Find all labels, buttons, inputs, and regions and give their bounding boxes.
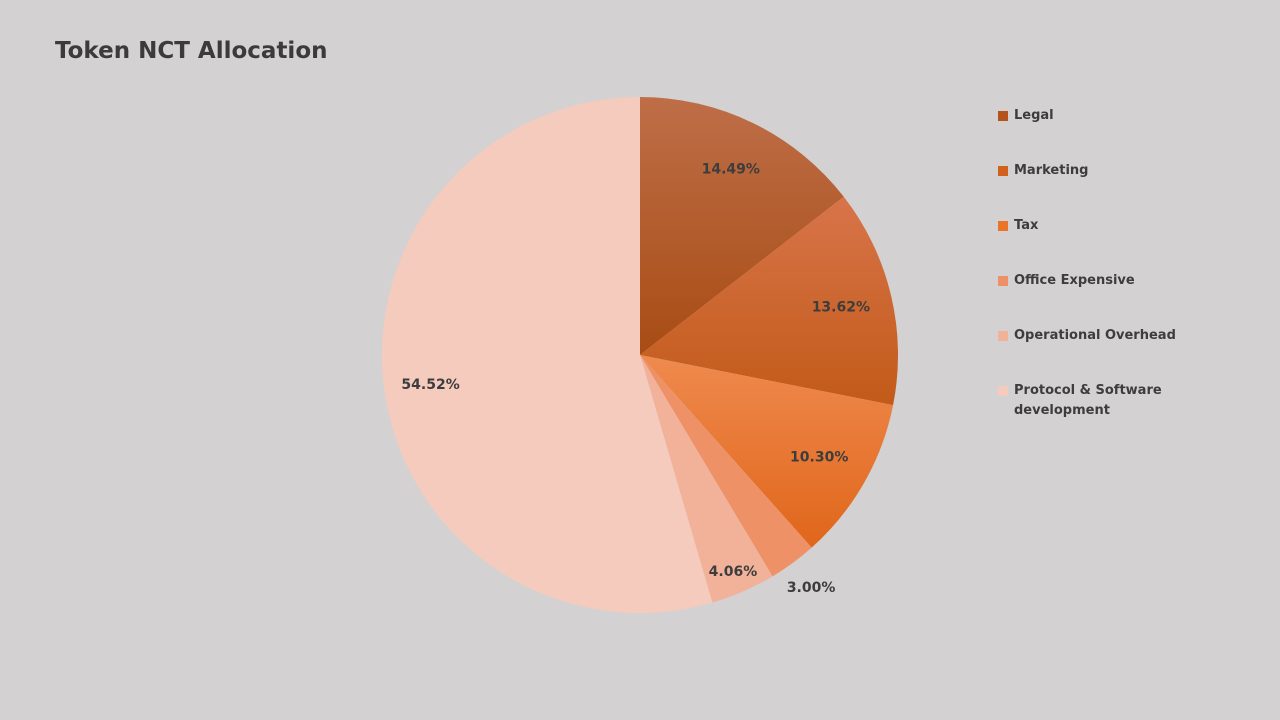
legend: Legal Marketing Tax Office Expensive Ope… — [998, 106, 1228, 436]
legend-swatch — [998, 111, 1008, 121]
legend-item-legal: Legal — [998, 106, 1228, 161]
legend-label: Protocol & Software development — [1014, 383, 1162, 418]
legend-label: Office Expensive — [1014, 273, 1135, 288]
pie-slice-office-expensive — [640, 355, 812, 577]
legend-item-protocol-software: Protocol & Software development — [998, 381, 1228, 436]
legend-label: Tax — [1014, 218, 1039, 233]
pie-slice-protocol-software-development — [382, 97, 713, 613]
legend-item-operational-overhead: Operational Overhead — [998, 326, 1228, 381]
legend-swatch — [998, 386, 1008, 396]
legend-label: Operational Overhead — [1014, 328, 1176, 343]
legend-swatch — [998, 331, 1008, 341]
legend-label: Marketing — [1014, 163, 1089, 178]
pie-slice-operational-overhead — [640, 355, 773, 603]
legend-item-tax: Tax — [998, 216, 1228, 271]
data-label: 3.00% — [787, 580, 836, 596]
data-label: 10.30% — [790, 449, 848, 465]
legend-item-office-expensive: Office Expensive — [998, 271, 1228, 326]
data-label: 4.06% — [709, 564, 758, 580]
data-label: 13.62% — [812, 299, 870, 315]
legend-swatch — [998, 221, 1008, 231]
data-label: 54.52% — [401, 377, 459, 393]
legend-label: Legal — [1014, 108, 1054, 123]
data-label: 14.49% — [702, 162, 760, 178]
legend-swatch — [998, 276, 1008, 286]
chart-title: Token NCT Allocation — [55, 38, 328, 64]
pie-slice-marketing — [640, 196, 898, 406]
legend-item-marketing: Marketing — [998, 161, 1228, 216]
pie-slice-tax — [640, 355, 894, 548]
pie-slice-legal — [640, 97, 844, 355]
legend-swatch — [998, 166, 1008, 176]
